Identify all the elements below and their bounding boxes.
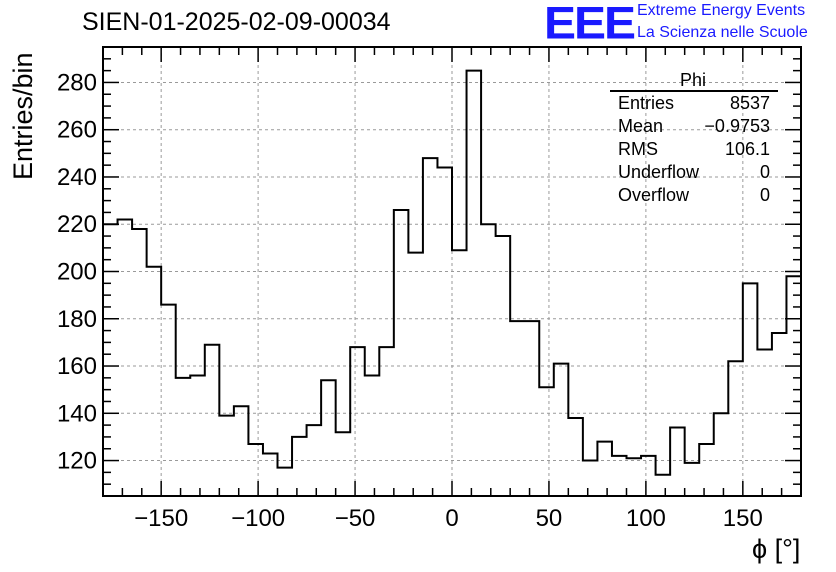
histogram-bin [757, 349, 772, 496]
histogram-bin [699, 444, 714, 496]
histogram-bin [147, 267, 162, 496]
logo-line-2: La Scienza nelle Scuole [637, 24, 808, 41]
histogram-bin [278, 468, 293, 496]
histogram-bin [336, 432, 351, 496]
histogram-bin [612, 456, 627, 496]
histogram-bin [670, 427, 685, 496]
histogram-bin [219, 416, 234, 496]
histogram-bin [467, 71, 482, 496]
histogram-bin [292, 437, 307, 496]
histogram-bin [554, 364, 569, 496]
histogram-bin [161, 305, 176, 496]
histogram-bin [118, 220, 133, 496]
y-tick-label: 220 [57, 211, 97, 238]
x-tick-label: 150 [723, 505, 763, 532]
histogram-bin [205, 345, 220, 496]
histogram-bin [234, 406, 249, 496]
histogram-bin [379, 347, 394, 496]
histogram-bin [685, 463, 700, 496]
histogram-line [103, 69, 802, 476]
histogram-bin [525, 321, 540, 496]
x-tick-label: −50 [335, 505, 376, 532]
histogram-bin [772, 333, 787, 496]
histogram-bin [641, 456, 656, 496]
histogram-bin [423, 158, 438, 496]
x-axis-label: ϕ [°] [752, 534, 801, 564]
stats-value: 8537 [729, 93, 770, 113]
histogram-bin [728, 361, 743, 496]
histogram-bin [176, 378, 191, 496]
y-tick-label: 260 [57, 117, 97, 144]
eee-logo: EEE [544, 0, 636, 49]
x-tick-label: 100 [626, 505, 666, 532]
histogram-bin [321, 380, 336, 496]
histogram-bin [627, 458, 642, 496]
x-tick-label: −150 [134, 505, 188, 532]
y-tick-label: 280 [57, 69, 97, 96]
stats-label: Entries [618, 93, 675, 113]
histogram-bin [394, 210, 409, 496]
histogram-bin [743, 283, 758, 496]
stats-label: Mean [618, 116, 664, 136]
histogram-bin [656, 475, 671, 496]
axes [102, 46, 802, 497]
histogram-bin [539, 387, 554, 496]
histogram-series [103, 69, 802, 496]
stats-value: 106.1 [724, 139, 770, 159]
chart-title: SIEN-01-2025-02-09-00034 [82, 8, 391, 36]
y-tick-label: 180 [57, 306, 97, 333]
stats-label: Overflow [618, 185, 690, 205]
histogram-bin [597, 442, 612, 496]
histogram-bin [350, 347, 365, 496]
histogram-bin [263, 453, 278, 496]
y-tick-label: 240 [57, 164, 97, 191]
histogram-bin [583, 461, 598, 496]
histogram-bin [365, 375, 380, 496]
histogram-bin [452, 250, 467, 496]
y-tick-label: 140 [57, 400, 97, 427]
y-axis-label: Entries/bin [8, 52, 38, 180]
histogram-bin [248, 444, 263, 496]
y-tick-label: 160 [57, 353, 97, 380]
histogram-bin [190, 375, 205, 496]
stats-title: Phi [680, 70, 707, 90]
histogram-bin [132, 229, 147, 496]
histogram-bin [103, 224, 118, 496]
y-tick-label: 120 [57, 448, 97, 475]
stats-value: −0.9753 [704, 116, 770, 136]
histogram-bin [408, 253, 423, 496]
grid-lines [103, 47, 801, 496]
stats-value: 0 [759, 162, 770, 182]
histogram-bin [437, 168, 452, 496]
histogram-bin [510, 321, 525, 496]
stats-value: 0 [759, 185, 770, 205]
logo-line-1: Extreme Energy Events [637, 2, 806, 19]
histogram-bin [714, 413, 729, 496]
histogram-bin [481, 224, 496, 496]
stats-label: RMS [618, 139, 658, 159]
y-tick-label: 200 [57, 259, 97, 286]
stats-label: Underflow [618, 162, 700, 182]
x-tick-label: 0 [445, 505, 458, 532]
x-tick-label: −100 [231, 505, 285, 532]
x-tick-label: 50 [536, 505, 563, 532]
histogram-bin [786, 276, 801, 496]
tick-labels: −150 −100 −50 0 50 100 150 120 140 160 180 200 220 24… [57, 69, 763, 532]
histogram-bin [568, 418, 583, 496]
